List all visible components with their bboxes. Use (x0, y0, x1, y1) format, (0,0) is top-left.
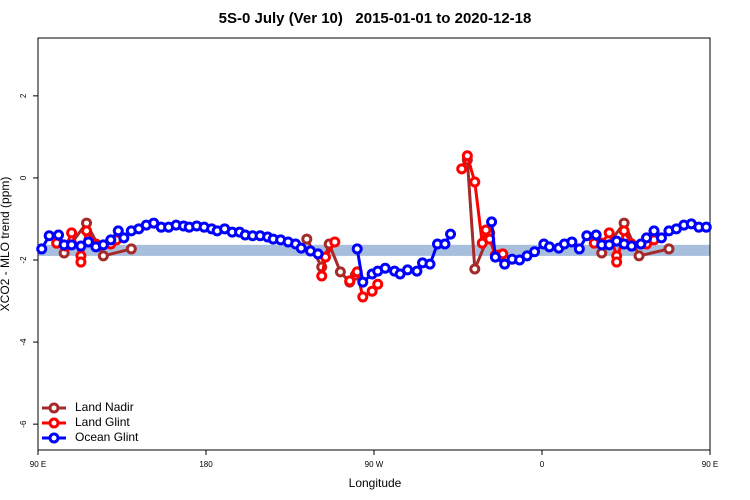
data-point (626, 240, 638, 252)
legend-label: Land Nadir (75, 400, 134, 414)
y-tick-label: -2 (19, 256, 28, 264)
data-point (36, 243, 48, 255)
data-point (125, 243, 137, 255)
y-tick-label: 0 (19, 175, 28, 180)
data-point (411, 265, 423, 277)
legend-marker (48, 417, 60, 429)
data-point (445, 228, 457, 240)
data-point (641, 232, 653, 244)
data-point (316, 270, 328, 282)
legend-label: Land Glint (75, 415, 130, 429)
data-point (499, 258, 511, 270)
data-point (402, 264, 414, 276)
data-point (112, 225, 124, 237)
x-tick-label: 90 E (30, 460, 46, 469)
data-point (66, 227, 78, 239)
data-point (105, 234, 117, 246)
data-point (372, 278, 384, 290)
data-point (655, 232, 667, 244)
data-point (456, 163, 468, 175)
data-point (97, 250, 109, 262)
data-point (334, 266, 346, 278)
data-point (357, 276, 369, 288)
legend-label: Ocean Glint (75, 430, 139, 444)
legend-marker (48, 402, 60, 414)
data-point (424, 258, 436, 270)
data-point (480, 224, 492, 236)
data-point (366, 285, 378, 297)
data-point (489, 251, 501, 263)
y-tick-label: 2 (19, 93, 28, 98)
data-point (469, 176, 481, 188)
y-axis-label: XCO2 - MLO trend (ppm) (0, 177, 12, 312)
data-point (469, 263, 481, 275)
data-point (663, 243, 675, 255)
data-point (581, 230, 593, 242)
data-point (82, 236, 94, 248)
data-point (633, 250, 645, 262)
data-point (295, 242, 307, 254)
data-point (75, 256, 87, 268)
data-point (53, 229, 65, 241)
data-point (301, 233, 313, 245)
data-point (344, 275, 356, 287)
data-point (43, 230, 55, 242)
data-point (439, 238, 451, 250)
data-point (603, 227, 615, 239)
plot-frame (37, 37, 711, 451)
data-point (379, 262, 391, 274)
data-point (97, 239, 109, 251)
x-tick-label: 180 (199, 460, 213, 469)
data-point (590, 229, 602, 241)
y-tick-label: -4 (19, 338, 28, 346)
data-point (357, 291, 369, 303)
x-tick-label: 90 E (702, 460, 718, 469)
data-point (573, 243, 585, 255)
data-point (312, 248, 324, 260)
data-point (81, 225, 93, 237)
data-point (461, 150, 473, 162)
data-point (566, 236, 578, 248)
data-point (351, 243, 363, 255)
data-point (648, 225, 660, 237)
chart-title: 5S-0 July (Ver 10) 2015-01-01 to 2020-12… (219, 10, 532, 27)
y-tick-label: -6 (19, 420, 28, 428)
data-point (329, 236, 341, 248)
x-axis-label: Longitude (349, 476, 402, 490)
data-point (66, 239, 78, 251)
reference-band (38, 244, 710, 256)
data-point (618, 225, 630, 237)
data-point (486, 216, 498, 228)
x-tick-label: 90 W (365, 460, 384, 469)
legend-marker (48, 432, 60, 444)
x-tick-label: 0 (540, 460, 545, 469)
data-point (529, 246, 541, 258)
data-point (611, 256, 623, 268)
data-point (118, 232, 130, 244)
data-point (543, 241, 555, 253)
data-point (700, 221, 712, 233)
